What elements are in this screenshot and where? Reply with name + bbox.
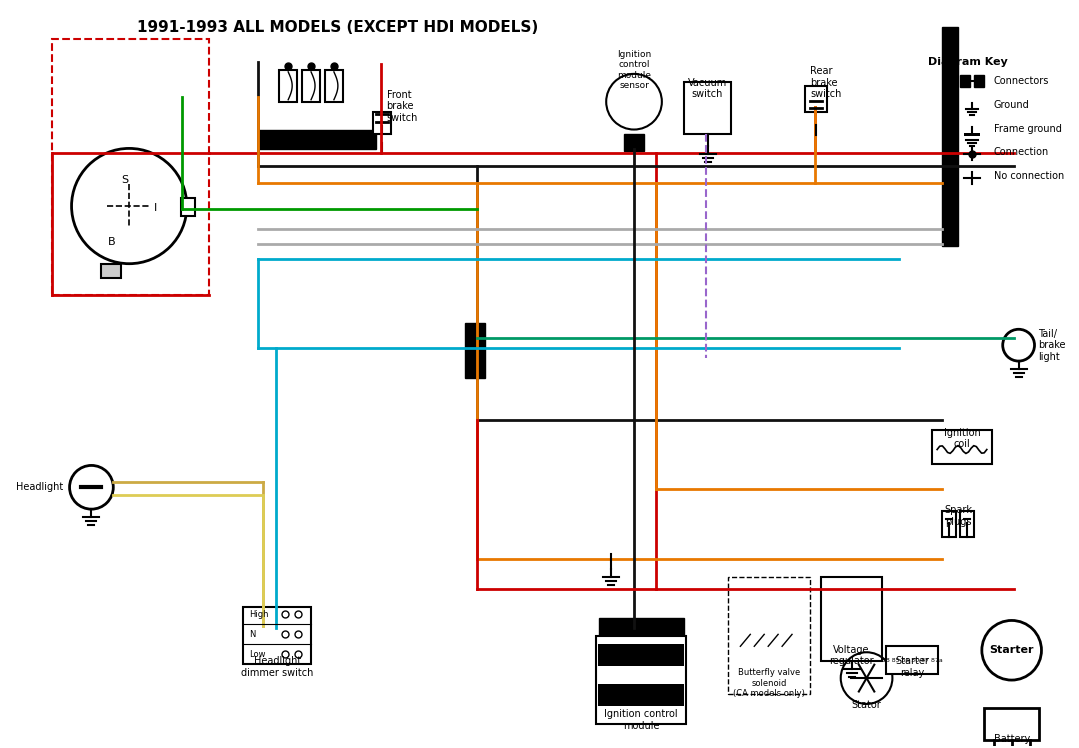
- Text: Tail/
brake
light: Tail/ brake light: [1038, 328, 1066, 362]
- Text: 1991-1993 ALL MODELS (EXCEPT HDI MODELS): 1991-1993 ALL MODELS (EXCEPT HDI MODELS): [137, 20, 538, 35]
- Bar: [960, 511, 974, 537]
- Text: Headlight
dimmer switch: Headlight dimmer switch: [241, 657, 313, 678]
- Text: Butterfly valve
solenoid
(CA models only): Butterfly valve solenoid (CA models only…: [734, 668, 805, 698]
- Text: Ground: Ground: [994, 99, 1029, 110]
- Bar: [52, 39, 208, 295]
- Text: No connection: No connection: [994, 171, 1064, 181]
- Bar: [932, 429, 992, 465]
- Text: Ignition control
module: Ignition control module: [604, 709, 678, 731]
- Bar: [984, 708, 1039, 740]
- Text: Front
brake
switch: Front brake switch: [386, 90, 418, 123]
- Bar: [624, 133, 644, 151]
- Text: High: High: [249, 610, 269, 619]
- Circle shape: [982, 620, 1041, 680]
- Text: Connection: Connection: [994, 147, 1049, 157]
- Bar: [372, 111, 391, 133]
- Text: B: B: [108, 237, 115, 247]
- Bar: [302, 70, 320, 102]
- Bar: [728, 577, 810, 694]
- Text: Connectors: Connectors: [994, 76, 1049, 86]
- Text: N: N: [249, 630, 256, 639]
- Text: Frame ground: Frame ground: [994, 123, 1062, 134]
- Bar: [181, 198, 195, 216]
- Text: Ignition
control
module
sensor: Ignition control module sensor: [617, 50, 651, 91]
- Bar: [597, 637, 685, 724]
- Text: 88 85 86 30 87 87a: 88 85 86 30 87 87a: [882, 657, 943, 663]
- Bar: [960, 75, 970, 87]
- Bar: [325, 70, 343, 102]
- Text: Headlight: Headlight: [16, 482, 64, 492]
- Text: Low: Low: [249, 650, 265, 659]
- Bar: [279, 70, 297, 102]
- Bar: [887, 646, 938, 674]
- Text: Battery: Battery: [994, 734, 1029, 744]
- Bar: [821, 577, 883, 661]
- Bar: [598, 644, 684, 666]
- Bar: [684, 82, 732, 133]
- Bar: [964, 132, 980, 136]
- Bar: [942, 27, 958, 246]
- Bar: [598, 684, 684, 706]
- Text: S: S: [122, 175, 128, 186]
- Text: Ignition
coil: Ignition coil: [944, 428, 981, 450]
- Text: Spark
plugs: Spark plugs: [944, 505, 972, 527]
- Text: Rear
brake
switch: Rear brake switch: [810, 66, 842, 99]
- Bar: [101, 264, 121, 278]
- Text: Stator: Stator: [851, 700, 882, 710]
- Text: Vacuum
switch: Vacuum switch: [688, 78, 727, 99]
- Bar: [599, 619, 684, 637]
- Text: I: I: [153, 203, 156, 213]
- Bar: [942, 511, 956, 537]
- Text: Diagram Key: Diagram Key: [928, 57, 1008, 67]
- Bar: [974, 75, 984, 87]
- Text: Voltage
regulator: Voltage regulator: [830, 645, 874, 666]
- Circle shape: [1002, 329, 1035, 361]
- Text: Starter
relay: Starter relay: [896, 657, 929, 678]
- Bar: [465, 323, 484, 378]
- Text: Starter: Starter: [989, 646, 1034, 655]
- Bar: [244, 607, 311, 664]
- Bar: [258, 129, 375, 150]
- Bar: [599, 650, 684, 668]
- Circle shape: [69, 465, 113, 509]
- Bar: [805, 86, 827, 111]
